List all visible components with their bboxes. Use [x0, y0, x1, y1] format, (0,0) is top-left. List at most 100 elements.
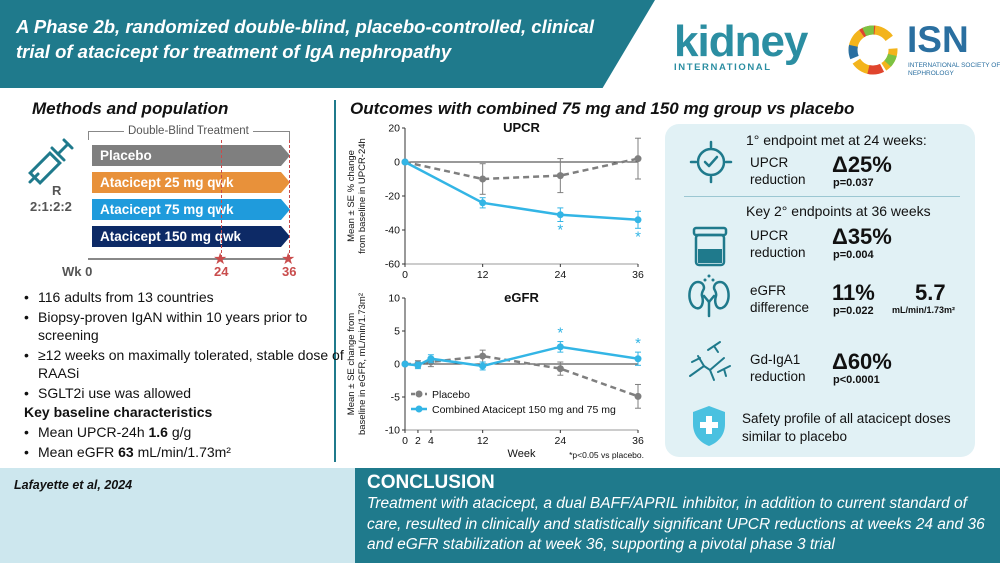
kidney-logo-sub: INTERNATIONAL [674, 62, 772, 73]
section-divider [334, 100, 336, 462]
upcr36-label-2: reduction [750, 245, 806, 260]
results-panel [665, 124, 975, 457]
kidney-international-logo: kidney INTERNATIONAL [674, 17, 808, 74]
series-line [404, 345, 639, 368]
x-axis-label: Week [508, 448, 536, 460]
timeline-marker-24 [221, 140, 222, 258]
significance-star: * [635, 228, 641, 245]
citation: Lafayette et al, 2024 [14, 478, 133, 492]
results-separator [684, 196, 960, 197]
safety-text: Safety profile of all atacicept doses si… [742, 411, 951, 444]
y-tick-label: 0 [394, 157, 400, 169]
methods-title: Methods and population [32, 99, 229, 118]
chart-title: eGFR [504, 290, 539, 305]
kidney-logo-word: kidney [674, 17, 808, 66]
gdiga-p: p<0.0001 [833, 374, 880, 386]
primary-label-1: UPCR [750, 155, 789, 170]
y-tick-label: -20 [385, 191, 400, 203]
x-tick-label: 0 [402, 269, 408, 281]
y-tick-label: -10 [385, 425, 400, 437]
randomization-label: R [52, 183, 62, 198]
checkmark-icon [689, 140, 733, 184]
y-tick-label: -60 [385, 259, 400, 271]
egfr-value: 11% [832, 280, 875, 305]
star-24-icon: ★ [213, 251, 228, 268]
y-axis-label: from baseline in UPCR-24h [357, 138, 368, 254]
arm-placebo: Placebo [92, 145, 290, 166]
legend-marker [415, 405, 423, 413]
outcomes-title: Outcomes with combined 75 mg and 150 mg … [350, 99, 855, 118]
x-tick-label: 12 [477, 269, 489, 281]
arm-atacicept-150: Atacicept 150 mg qwk [92, 226, 290, 247]
series-line [404, 160, 639, 222]
x-tick-label: 2 [415, 435, 421, 447]
significance-star: * [557, 222, 563, 239]
primary-p: p=0.037 [833, 177, 874, 189]
primary-heading: 1° endpoint met at 24 weeks: [746, 132, 927, 148]
data-point [479, 199, 487, 207]
conclusion-panel [355, 468, 1000, 563]
x-tick-label: 36 [632, 435, 644, 447]
list-item: Mean eGFR 63 mL/min/1.73m² [24, 443, 344, 461]
data-point [634, 392, 642, 400]
primary-label-2: reduction [750, 172, 806, 187]
shield-icon [693, 406, 725, 446]
baseline-title: Key baseline characteristics [24, 404, 213, 420]
data-point [556, 343, 564, 351]
timeline-axis [88, 258, 290, 260]
arm-atacicept-75: Atacicept 75 mg qwk [92, 199, 290, 220]
x-tick-label: 36 [632, 269, 644, 281]
timeline-wk24: 24 [214, 264, 229, 279]
x-tick-label: 4 [428, 435, 434, 447]
data-point [556, 365, 564, 373]
star-36-icon: ★ [281, 251, 296, 268]
conclusion-title: CONCLUSION [367, 472, 495, 493]
y-tick-label: 0 [394, 359, 400, 371]
data-point [556, 211, 564, 219]
kidneys-icon [688, 274, 730, 318]
upcr36-value: Δ35% [832, 224, 892, 249]
y-tick-label: 5 [394, 326, 400, 338]
conclusion-text: Treatment with atacicept, a dual BAFF/AP… [367, 495, 985, 553]
x-tick-label: 24 [554, 269, 566, 281]
x-tick-label: 0 [402, 435, 408, 447]
isn-logo-word: ISN [907, 19, 969, 60]
timeline-wk0: Wk 0 [62, 264, 93, 279]
data-point [634, 355, 642, 363]
data-point [634, 216, 642, 224]
legend-marker [415, 390, 423, 398]
title-banner: A Phase 2b, randomized double-blind, pla… [0, 0, 655, 88]
timeline-wk36: 36 [282, 264, 297, 279]
y-axis-label: Mean ± SE change from [346, 313, 357, 415]
treatment-label: Double-Blind Treatment [124, 125, 253, 137]
significance-star: * [635, 335, 641, 352]
significance-star: * [557, 325, 563, 342]
egfr-unit: mL/min/1.73m² [892, 305, 956, 315]
list-item: Mean UPCR-24h 1.6 g/g [24, 423, 344, 441]
x-tick-label: 12 [477, 435, 489, 447]
list-item: 116 adults from 13 countries [24, 288, 344, 306]
y-tick-label: -5 [391, 392, 400, 404]
secondary-heading: Key 2° endpoints at 36 weeks [746, 203, 931, 219]
y-tick-label: 10 [388, 293, 400, 305]
antibody-icon [689, 341, 731, 381]
population-list: 116 adults from 13 countries Biopsy-prov… [24, 288, 344, 404]
list-item: SGLT2i use was allowed [24, 384, 344, 402]
syringe-icon [28, 138, 74, 185]
upcr36-p: p=0.004 [833, 249, 874, 261]
y-axis-label: baseline in eGFR, mL/min/1.73m² [357, 293, 368, 435]
data-point [401, 158, 409, 166]
randomization-ratio: 2:1:2:2 [30, 199, 72, 214]
isn-emblem-icon [848, 25, 898, 75]
data-point [634, 155, 642, 163]
egfr-label-2: difference [750, 300, 810, 315]
data-point [479, 352, 487, 360]
timeline-marker-36 [289, 140, 290, 258]
legend-label: Placebo [432, 389, 470, 401]
chart-title: UPCR [503, 120, 540, 135]
gdiga-value: Δ60% [832, 349, 892, 374]
x-tick-label: 24 [554, 435, 566, 447]
y-tick-label: 20 [388, 123, 400, 135]
urine-cup-icon [692, 226, 728, 267]
arm-atacicept-25: Atacicept 25 mg qwk [92, 172, 290, 193]
